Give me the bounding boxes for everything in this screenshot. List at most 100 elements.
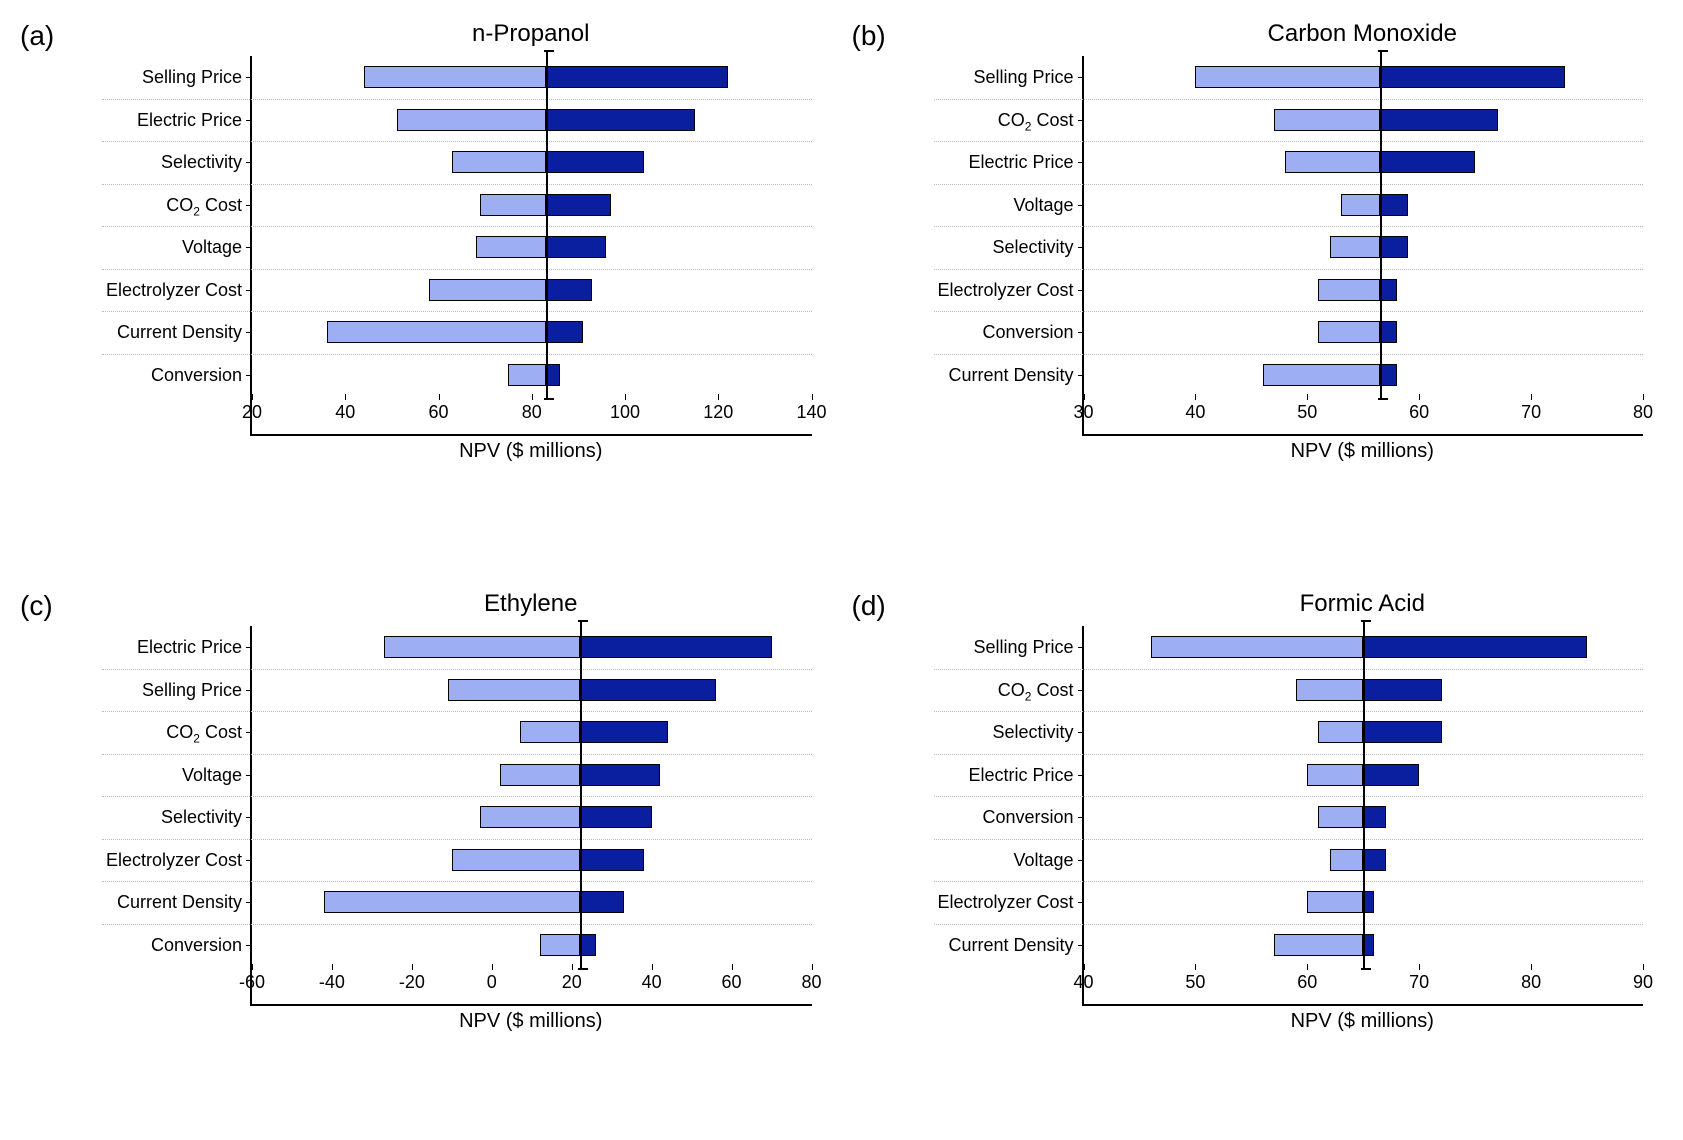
y-tick	[246, 290, 252, 291]
row-divider	[102, 669, 812, 670]
bar-low	[540, 934, 580, 956]
bar-low	[1307, 891, 1363, 913]
category-label: Electrolyzer Cost	[934, 277, 1084, 303]
category-label: Current Density	[934, 932, 1084, 958]
bar-high	[580, 806, 652, 828]
panel-a: (a) n-PropanolSelling PriceElectric Pric…	[20, 20, 832, 550]
bar-low	[1195, 66, 1380, 88]
bar-high	[1380, 109, 1497, 131]
bar-low	[452, 849, 580, 871]
category-label: Electrolyzer Cost	[102, 847, 252, 873]
chart-c: EthyleneElectric PriceSelling PriceCO2 C…	[100, 590, 812, 1120]
y-tick	[1078, 290, 1084, 291]
bar-low	[1274, 109, 1380, 131]
bar-row: CO2 Cost	[1084, 107, 1644, 133]
x-tick	[1643, 394, 1644, 400]
x-tick	[532, 394, 533, 400]
baseline	[1363, 620, 1365, 970]
bar-high	[1363, 721, 1441, 743]
category-label: Selling Price	[934, 64, 1084, 90]
bar-low	[500, 764, 580, 786]
x-tick	[1419, 964, 1420, 970]
bar-low	[480, 806, 580, 828]
x-axis: 20406080100120140	[252, 394, 812, 434]
panel-label-d: (d)	[852, 590, 886, 622]
category-label: Electric Price	[934, 149, 1084, 175]
bar-high	[546, 321, 583, 343]
y-tick	[246, 902, 252, 903]
x-tick-label: 70	[1409, 972, 1429, 993]
bar-high	[580, 934, 596, 956]
x-tick-label: 140	[796, 402, 826, 423]
x-tick-label: 0	[487, 972, 497, 993]
bar-low	[324, 891, 580, 913]
x-tick	[732, 964, 733, 970]
x-tick	[252, 964, 253, 970]
category-label: Conversion	[934, 319, 1084, 345]
x-tick	[1195, 394, 1196, 400]
bar-low	[1296, 679, 1363, 701]
bar-row: Selling Price	[252, 64, 812, 90]
category-label: Electrolyzer Cost	[102, 277, 252, 303]
plot-area: Selling PriceCO2 CostSelectivityElectric…	[1082, 626, 1644, 1006]
bar-low	[429, 279, 546, 301]
y-tick	[246, 162, 252, 163]
x-tick	[718, 394, 719, 400]
chart-title: Carbon Monoxide	[932, 20, 1644, 48]
x-tick-label: 40	[335, 402, 355, 423]
category-label: Electrolyzer Cost	[934, 889, 1084, 915]
x-axis-label: NPV ($ millions)	[100, 1010, 812, 1033]
x-tick-label: 80	[1633, 402, 1653, 423]
x-tick-label: 60	[1297, 972, 1317, 993]
plot-area: Selling PriceCO2 CostElectric PriceVolta…	[1082, 56, 1644, 436]
row-divider	[934, 839, 1644, 840]
bar-row: Electrolyzer Cost	[252, 277, 812, 303]
bar-row: Electric Price	[1084, 149, 1644, 175]
row-divider	[102, 754, 812, 755]
x-tick	[812, 964, 813, 970]
panel-b: (b) Carbon MonoxideSelling PriceCO2 Cost…	[852, 20, 1664, 550]
bar-high	[1380, 236, 1408, 258]
bar-low	[452, 151, 545, 173]
bar-row: Selectivity	[1084, 234, 1644, 260]
bar-low	[364, 66, 546, 88]
y-tick	[246, 77, 252, 78]
y-tick	[246, 817, 252, 818]
bar-high	[1380, 321, 1397, 343]
y-tick	[246, 205, 252, 206]
bar-low	[1318, 321, 1380, 343]
y-tick	[1078, 162, 1084, 163]
bar-row: Current Density	[252, 889, 812, 915]
x-tick-label: 40	[642, 972, 662, 993]
bar-low	[476, 236, 546, 258]
x-axis: 405060708090	[1084, 964, 1644, 1004]
x-tick-label: 30	[1073, 402, 1093, 423]
x-tick-label: 40	[1073, 972, 1093, 993]
bar-high	[546, 236, 607, 258]
y-tick	[1078, 690, 1084, 691]
panel-label-b: (b)	[852, 20, 886, 52]
bar-low	[1151, 636, 1364, 658]
bar-row: Conversion	[252, 932, 812, 958]
baseline	[546, 50, 548, 400]
bar-low	[1330, 236, 1380, 258]
y-tick	[1078, 817, 1084, 818]
x-tick-label: 20	[242, 402, 262, 423]
y-tick	[246, 120, 252, 121]
category-label: CO2 Cost	[102, 719, 252, 752]
x-tick	[1531, 394, 1532, 400]
chart-title: Ethylene	[100, 590, 812, 618]
x-axis: -60-40-20020406080	[252, 964, 812, 1004]
bar-high	[1363, 806, 1385, 828]
bar-low	[448, 679, 580, 701]
bar-row: Electrolyzer Cost	[252, 847, 812, 873]
row-divider	[934, 754, 1644, 755]
row-divider	[102, 141, 812, 142]
x-tick	[1307, 964, 1308, 970]
bar-high	[1380, 279, 1397, 301]
bar-row: Conversion	[1084, 319, 1644, 345]
category-label: CO2 Cost	[934, 107, 1084, 140]
category-label: Voltage	[934, 847, 1084, 873]
bar-high	[546, 194, 611, 216]
x-tick	[252, 394, 253, 400]
